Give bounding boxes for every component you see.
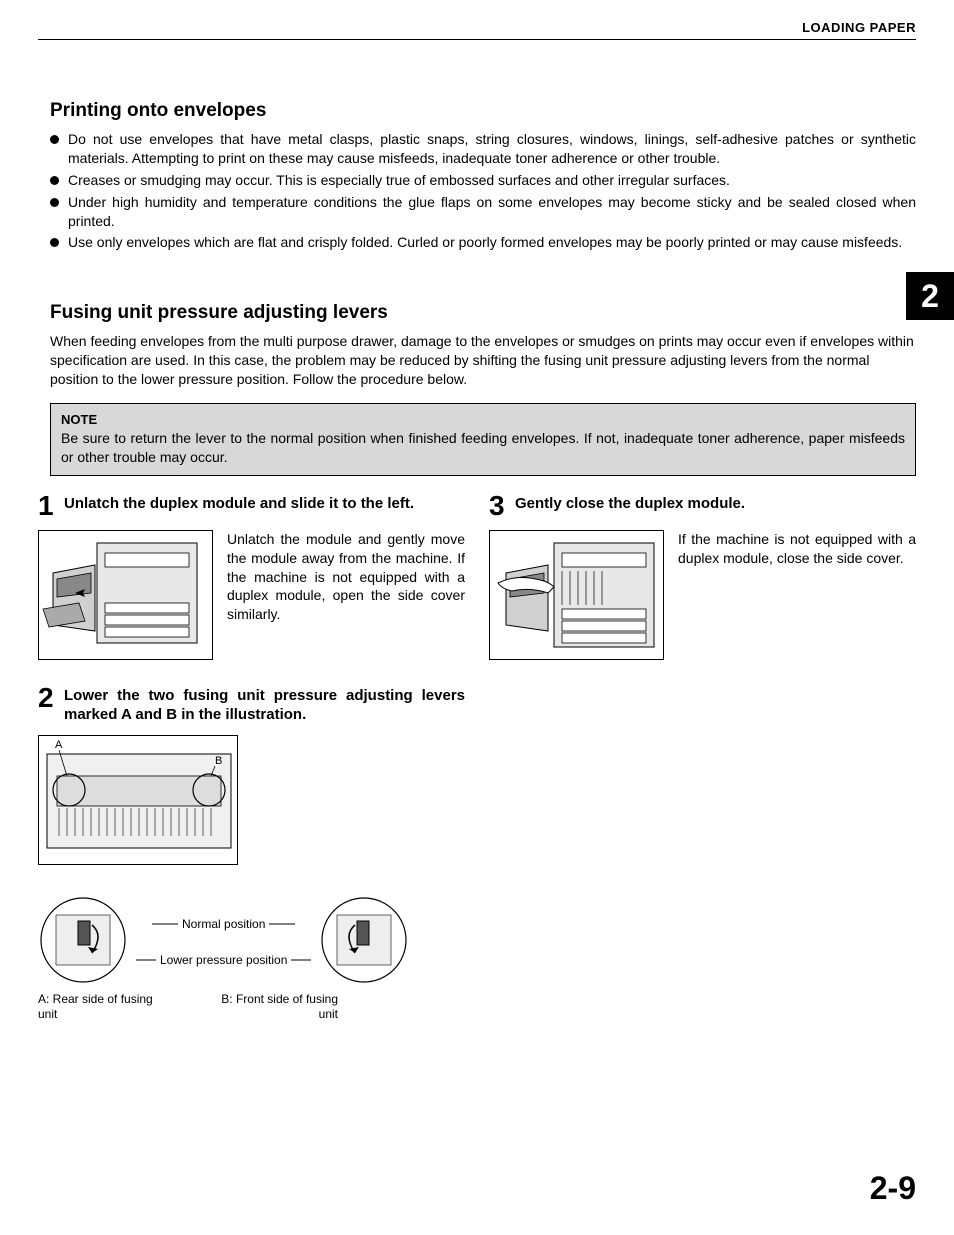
- page-number: 2-9: [870, 1170, 916, 1207]
- step-3-text: If the machine is not equipped with a du…: [678, 530, 916, 660]
- step-1-header: 1 Unlatch the duplex module and slide it…: [38, 492, 465, 520]
- note-box: NOTE Be sure to return the lever to the …: [50, 403, 916, 476]
- bullet-item: Do not use envelopes that have metal cla…: [50, 130, 916, 168]
- header-section-title: LOADING PAPER: [802, 20, 916, 35]
- note-label: NOTE: [61, 412, 905, 427]
- lever-mark-b: B: [215, 755, 222, 767]
- lever-captions: A: Rear side of fusing unit B: Front sid…: [38, 992, 338, 1023]
- lever-caption-a: A: Rear side of fusing unit: [38, 992, 158, 1023]
- lever-mark-a: A: [55, 739, 63, 751]
- page-header: LOADING PAPER: [38, 20, 916, 40]
- lever-circle-b: [319, 895, 409, 990]
- section1-heading: Printing onto envelopes: [50, 100, 916, 122]
- step-1-illustration: [38, 530, 213, 660]
- bullet-item: Use only envelopes which are flat and cr…: [50, 233, 916, 252]
- chapter-badge: 2: [906, 272, 954, 320]
- step-title: Gently close the duplex module.: [515, 492, 745, 520]
- bullet-item: Creases or smudging may occur. This is e…: [50, 171, 916, 190]
- lever-position-labels: Normal position Lower pressure position: [136, 917, 311, 967]
- step-title: Lower the two fusing unit pressure adjus…: [64, 684, 465, 725]
- step-title: Unlatch the duplex module and slide it t…: [64, 492, 414, 520]
- section1-bullets: Do not use envelopes that have metal cla…: [50, 130, 916, 252]
- lower-position-label: Lower pressure position: [160, 953, 287, 967]
- note-text: Be sure to return the lever to the norma…: [61, 429, 905, 467]
- right-column: 3 Gently close the duplex module.: [489, 492, 916, 1023]
- lever-caption-b: B: Front side of fusing unit: [218, 992, 338, 1023]
- step-2-illustration-main: A B: [38, 735, 465, 865]
- step-2-header: 2 Lower the two fusing unit pressure adj…: [38, 684, 465, 725]
- step-3-header: 3 Gently close the duplex module.: [489, 492, 916, 520]
- section2: 2 Fusing unit pressure adjusting levers …: [38, 302, 916, 1023]
- step-number: 3: [489, 492, 515, 520]
- step-number: 2: [38, 684, 64, 725]
- step-number: 1: [38, 492, 64, 520]
- step-3-body: If the machine is not equipped with a du…: [489, 530, 916, 660]
- left-column: 1 Unlatch the duplex module and slide it…: [38, 492, 465, 1023]
- step-3-illustration: [489, 530, 664, 660]
- section2-intro: When feeding envelopes from the multi pu…: [50, 332, 916, 389]
- lever-circle-a: [38, 895, 128, 990]
- step-1-body: Unlatch the module and gently move the m…: [38, 530, 465, 660]
- normal-position-label: Normal position: [182, 917, 265, 931]
- steps-columns: 1 Unlatch the duplex module and slide it…: [38, 492, 916, 1023]
- lever-detail-row: Normal position Lower pressure position: [38, 895, 465, 990]
- step-1-text: Unlatch the module and gently move the m…: [227, 530, 465, 660]
- section2-heading: Fusing unit pressure adjusting levers: [50, 302, 916, 324]
- bullet-item: Under high humidity and temperature cond…: [50, 193, 916, 231]
